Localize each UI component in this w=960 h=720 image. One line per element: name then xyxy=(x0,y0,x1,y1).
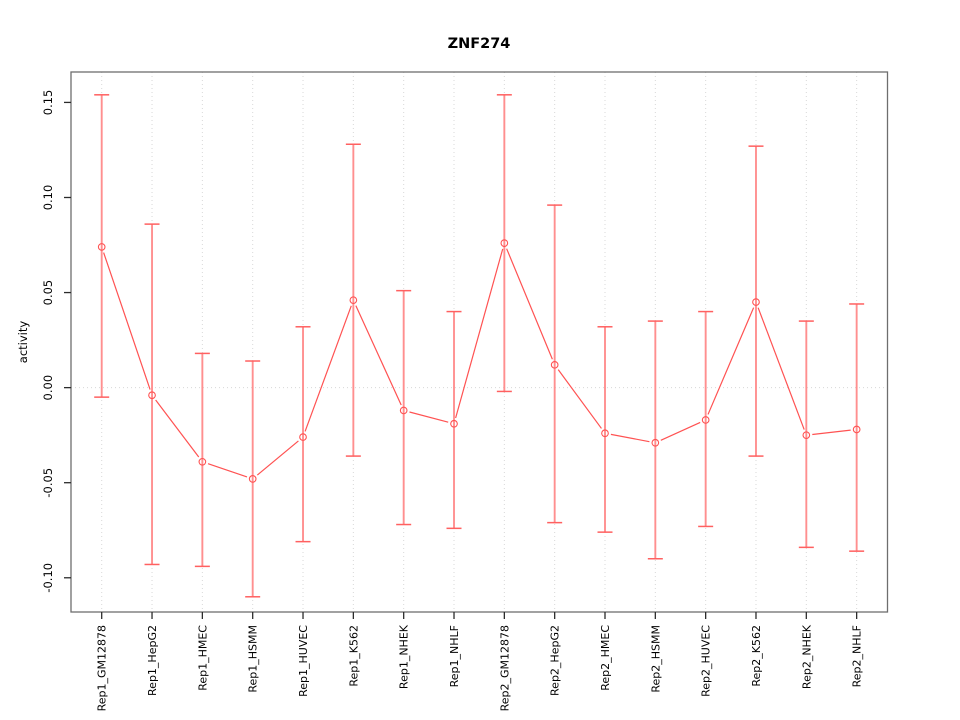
data-point-marker xyxy=(148,391,156,400)
series-segment xyxy=(256,440,299,476)
series-segment xyxy=(455,248,504,419)
x-category-label: Rep1_NHLF xyxy=(448,625,461,687)
data-point-marker xyxy=(701,416,710,424)
series-segment xyxy=(707,307,755,415)
data-point-marker xyxy=(601,429,609,438)
data-point-marker xyxy=(198,457,207,466)
data-point-marker xyxy=(802,431,811,440)
series-segment xyxy=(610,433,650,443)
series-segment xyxy=(557,369,602,429)
x-category-label: Rep1_GM12878 xyxy=(96,625,109,711)
y-axis-title: activity xyxy=(16,321,30,364)
x-category-label: Rep1_HSMM xyxy=(247,625,260,693)
series-segment xyxy=(757,307,805,430)
data-point-marker xyxy=(752,298,760,306)
series-connecting-lines xyxy=(103,248,851,478)
axis-tick-labels: -0.10 -0.05 0.00 0.05 0.10 0.15 Rep1_GM12878 Re… xyxy=(41,90,864,712)
data-point-marker xyxy=(299,433,307,441)
x-category-label: Rep2_HMEC xyxy=(599,625,612,691)
x-category-label: Rep1_HMEC xyxy=(196,625,209,691)
data-point-marker xyxy=(500,239,509,247)
y-tick-label: -0.05 xyxy=(41,468,55,498)
data-point-marker xyxy=(349,296,358,305)
y-tick-label: 0.00 xyxy=(41,375,55,401)
x-category-label: Rep2_HepG2 xyxy=(549,625,562,696)
series-segment xyxy=(207,463,248,478)
chart-title: ZNF274 xyxy=(448,36,511,52)
series-segment xyxy=(304,305,352,432)
data-point-marker xyxy=(852,425,861,434)
plot-box xyxy=(70,71,889,613)
data-point-marker xyxy=(651,438,660,447)
series-segment xyxy=(506,248,553,360)
series-segment xyxy=(660,421,701,441)
gridlines xyxy=(71,72,888,612)
x-category-label: Rep2_HSMM xyxy=(649,625,662,693)
axes xyxy=(64,71,889,619)
error-bars xyxy=(94,94,865,598)
data-point-marker xyxy=(550,360,559,369)
series-segment xyxy=(812,429,851,436)
x-category-label: Rep1_NHEK xyxy=(398,624,411,689)
series-segment xyxy=(155,399,200,458)
y-tick-label: 0.15 xyxy=(41,90,55,116)
y-tick-label: 0.10 xyxy=(41,185,55,211)
series-segment xyxy=(103,252,151,390)
x-category-label: Rep2_NHLF xyxy=(851,625,864,687)
data-point-marker xyxy=(248,475,257,483)
series-segment xyxy=(409,411,449,423)
x-category-label: Rep1_HepG2 xyxy=(146,625,159,696)
x-category-label: Rep1_K562 xyxy=(347,625,360,687)
x-category-label: Rep2_HUVEC xyxy=(700,625,713,697)
series-segment xyxy=(355,305,402,406)
data-point-marker xyxy=(399,406,408,415)
data-point-marker xyxy=(450,419,458,428)
x-category-label: Rep2_K562 xyxy=(750,625,763,687)
data-point-marker xyxy=(97,243,106,251)
x-category-label: Rep1_HUVEC xyxy=(297,625,310,697)
x-category-label: Rep2_GM12878 xyxy=(498,625,511,711)
y-tick-label: -0.10 xyxy=(41,563,55,593)
x-category-label: Rep2_NHEK xyxy=(800,624,813,689)
series-points xyxy=(97,239,861,483)
y-tick-label: 0.05 xyxy=(41,280,55,306)
